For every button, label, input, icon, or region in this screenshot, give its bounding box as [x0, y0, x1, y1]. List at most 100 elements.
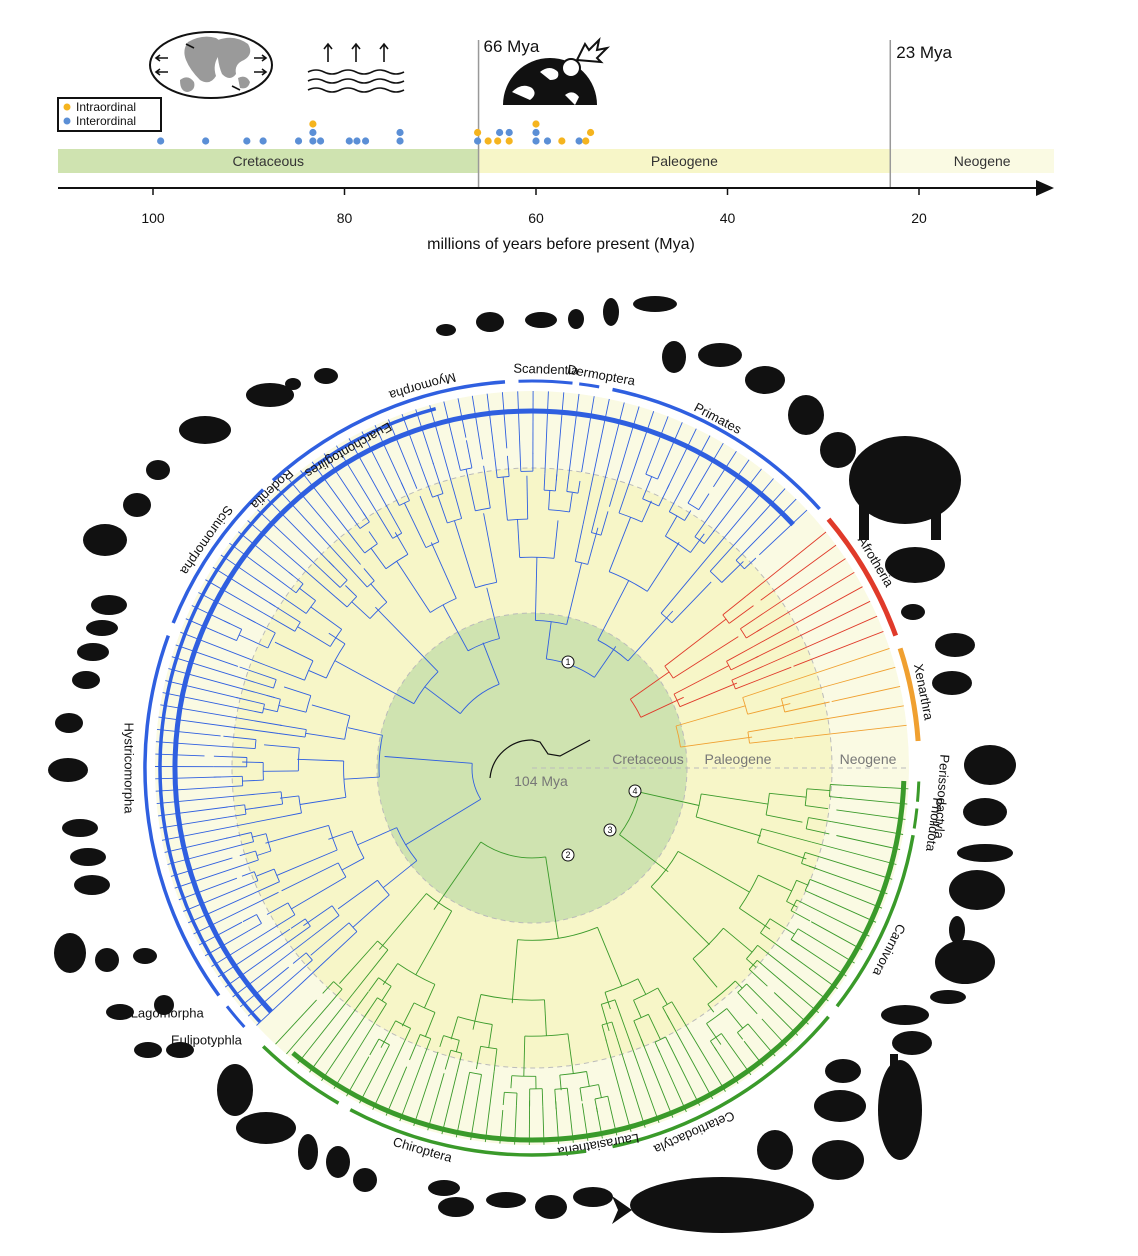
tree-stem	[223, 620, 242, 630]
tree-stem	[262, 881, 280, 890]
tree-stem	[801, 862, 818, 870]
tree-tip	[836, 809, 906, 820]
divergence-point-inter	[157, 137, 165, 145]
tree-tip	[309, 991, 369, 1073]
gibbon-icon	[788, 395, 824, 435]
tree-stem	[243, 791, 282, 796]
tree-stem	[598, 1084, 602, 1098]
tree-stem	[747, 1023, 754, 1031]
tree-stem	[334, 596, 348, 608]
ring-label-cretaceous: Cretaceous	[612, 751, 684, 767]
tree-tip	[155, 741, 223, 747]
tree-stem	[611, 1021, 618, 1038]
divergence-point-inter	[361, 137, 370, 145]
tree-stem	[467, 1072, 471, 1081]
tree-tip	[784, 647, 890, 684]
tree-stem	[278, 733, 306, 738]
tree-stem	[760, 932, 785, 951]
tree-stem	[380, 1044, 390, 1062]
tree-stem	[748, 968, 768, 987]
pika-icon	[133, 948, 157, 964]
tree-tip	[755, 558, 846, 619]
tree-stem	[577, 480, 581, 494]
tree-stem	[266, 695, 281, 700]
cretaceous-band	[58, 149, 479, 173]
tree-tip	[767, 953, 829, 1002]
tree-node-arc	[377, 880, 390, 896]
tree-tip	[616, 1037, 646, 1128]
tree-tip	[348, 438, 388, 508]
tree-tip	[666, 428, 697, 490]
tree-stem	[641, 500, 652, 523]
axis-tick-label: 60	[528, 210, 544, 226]
bat-icon	[486, 1192, 526, 1208]
tree-tip	[678, 1013, 726, 1092]
tree-stem	[291, 876, 347, 910]
tree-node-arc	[256, 914, 262, 924]
squirrel-icon	[123, 493, 151, 517]
tree-node-arc	[737, 1023, 749, 1033]
clade-arc-scandentia	[518, 379, 573, 385]
tree-stem	[389, 487, 400, 506]
tree-stem	[597, 927, 623, 987]
tree-tip	[427, 1073, 445, 1131]
tree-stem	[761, 828, 812, 843]
tree-node-arc	[669, 511, 685, 521]
rat-icon	[476, 312, 504, 332]
tree-stem	[566, 1088, 570, 1109]
tree-stem	[415, 910, 453, 976]
tree-stem	[554, 474, 558, 491]
tree-stem	[657, 987, 668, 1005]
tree-stem	[687, 486, 699, 504]
tree-tip	[300, 470, 356, 542]
tree-stem	[376, 511, 394, 539]
tree-stem	[264, 664, 305, 681]
tree-stem	[347, 727, 383, 736]
bat-icon	[353, 1168, 377, 1192]
tree-tip	[756, 572, 855, 632]
divergence-point-inter	[532, 128, 540, 137]
tree-stem	[548, 490, 551, 510]
paleogene-band	[478, 149, 891, 173]
tree-stem	[726, 646, 754, 662]
tree-stem	[242, 914, 257, 923]
tree-stem	[214, 785, 243, 789]
tree-tip	[441, 1072, 458, 1135]
tree-stem	[370, 547, 387, 569]
tree-tip	[657, 1049, 687, 1113]
clade-label-perissodactyla: Perissodactyla	[932, 754, 953, 840]
tree-stem	[722, 595, 747, 616]
tree-stem	[424, 686, 461, 714]
rodent-icon	[62, 819, 98, 837]
node-4: 4	[628, 784, 642, 798]
tree-tip	[805, 933, 855, 964]
tree-stem	[569, 492, 573, 512]
tree-stem	[274, 641, 314, 662]
tree-stem	[397, 1028, 412, 1057]
rodent-icon	[91, 595, 127, 615]
ring-label-paleogene: Paleogene	[705, 751, 772, 767]
tree-stem	[247, 923, 262, 932]
tree-stem	[756, 959, 777, 977]
clade-label-scandentia: Scandentia	[513, 361, 579, 378]
tree-stem	[274, 914, 296, 928]
tree-stem	[746, 628, 763, 639]
tree-stem	[337, 879, 378, 910]
tree-stem	[369, 1038, 380, 1056]
tree-stem	[242, 779, 264, 782]
tree-node-arc	[548, 509, 570, 513]
tree-stem	[526, 475, 529, 520]
divergence-point-intra	[532, 120, 540, 128]
tree-stem	[804, 851, 822, 858]
antelope-icon	[757, 1130, 793, 1170]
rat-icon	[48, 758, 88, 782]
tree-stem	[769, 918, 795, 935]
tree-stem	[222, 745, 256, 750]
tree-tip	[831, 685, 901, 703]
tree-tip	[831, 821, 904, 835]
tree-stem	[744, 557, 757, 570]
neogene-boundary-label: 23 Mya	[896, 43, 952, 62]
tree-stem	[479, 1074, 482, 1083]
tree-node-arc	[459, 683, 500, 714]
tree-stem	[378, 893, 427, 950]
